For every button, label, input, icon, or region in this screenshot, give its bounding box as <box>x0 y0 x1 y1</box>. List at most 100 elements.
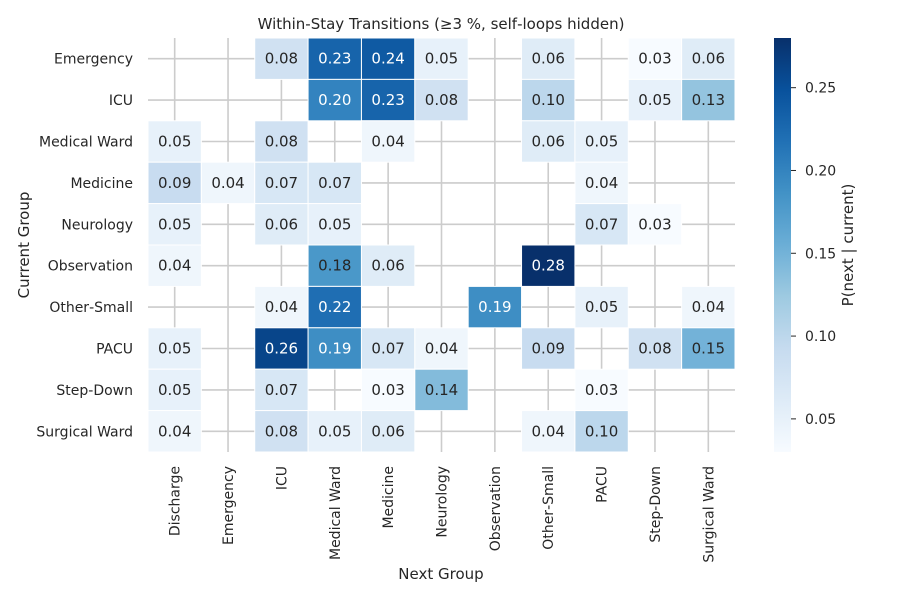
x-tick-label: ICU <box>274 466 290 490</box>
colorbar-tick-label: 0.20 <box>805 163 836 179</box>
heatmap-cell <box>254 368 309 412</box>
heatmap-cell <box>627 37 683 80</box>
colorbar-label: P(next | current) <box>839 184 857 307</box>
cell-value-label: 0.05 <box>318 215 351 233</box>
cell-value-label: 0.08 <box>265 133 298 151</box>
cell-value-label: 0.04 <box>692 298 725 316</box>
cell-value-label: 0.06 <box>692 50 725 68</box>
cell-value-label: 0.05 <box>585 298 618 316</box>
cell-value-label: 0.06 <box>532 50 565 68</box>
cell-value-label: 0.28 <box>532 257 565 275</box>
colorbar <box>774 38 791 452</box>
cell-value-label: 0.03 <box>585 381 618 399</box>
heatmap-cell <box>574 368 629 412</box>
cell-value-label: 0.04 <box>532 422 565 440</box>
y-tick-label: ICU <box>109 93 133 109</box>
x-tick-label: PACU <box>595 466 611 503</box>
y-tick-label: Step‐Down <box>56 383 133 399</box>
y-tick-label: PACU <box>96 342 133 358</box>
y-tick-label: Observation <box>48 259 133 275</box>
y-tick-label: Emergency <box>54 52 133 68</box>
cell-value-label: 0.19 <box>478 298 511 316</box>
heatmap-cell <box>627 78 683 122</box>
heatmap-cell <box>307 285 362 329</box>
cell-value-label: 0.13 <box>692 91 725 109</box>
cell-value-label: 0.23 <box>318 50 351 68</box>
cell-value-label: 0.05 <box>158 340 191 358</box>
cell-value-label: 0.03 <box>638 215 671 233</box>
cell-value-label: 0.07 <box>265 174 298 192</box>
heatmap-cell <box>574 285 629 329</box>
cell-value-label: 0.06 <box>371 257 404 275</box>
heatmap-cell <box>521 37 576 80</box>
cell-value-label: 0.05 <box>638 91 671 109</box>
heatmap-cell <box>521 120 576 163</box>
cell-value-label: 0.05 <box>585 133 618 151</box>
cell-value-label: 0.07 <box>318 174 351 192</box>
x-tick-label: Step‐Down <box>648 466 664 543</box>
cell-value-label: 0.04 <box>211 174 244 192</box>
cell-value-label: 0.03 <box>371 381 404 399</box>
heatmap-cell <box>307 161 362 205</box>
colorbar-tick-label: 0.05 <box>805 412 836 428</box>
cell-value-label: 0.09 <box>532 340 565 358</box>
cell-value-label: 0.07 <box>585 215 618 233</box>
colorbar-tick-label: 0.10 <box>805 329 836 345</box>
heatmap-cell <box>521 410 576 453</box>
x-tick-label: Observation <box>488 466 504 551</box>
cell-value-label: 0.04 <box>371 133 404 151</box>
heatmap-cell <box>414 37 469 80</box>
x-tick-label: Discharge <box>168 466 184 536</box>
heatmap-cell <box>360 120 416 163</box>
cell-value-label: 0.14 <box>425 381 458 399</box>
cell-value-label: 0.04 <box>585 174 618 192</box>
heatmap-cell <box>307 327 362 370</box>
heatmap-cell <box>574 410 629 453</box>
heatmap-cell <box>574 120 629 163</box>
colorbar-tick-label: 0.25 <box>805 81 836 97</box>
cell-value-label: 0.08 <box>265 50 298 68</box>
cell-value-label: 0.23 <box>371 91 404 109</box>
cell-value-label: 0.15 <box>692 340 725 358</box>
y-tick-label: Surgical Ward <box>36 424 133 440</box>
heatmap-cell <box>521 327 576 370</box>
cell-value-label: 0.24 <box>371 50 404 68</box>
heatmap-cell <box>521 78 576 122</box>
chart-title: Within‐Stay Transitions (≥3 %, self‐loop… <box>258 15 625 33</box>
cell-value-label: 0.05 <box>158 215 191 233</box>
cell-value-label: 0.07 <box>371 340 404 358</box>
cell-value-label: 0.19 <box>318 340 351 358</box>
cell-value-label: 0.05 <box>318 422 351 440</box>
heatmap-cell <box>360 244 416 287</box>
y-axis-label: Current Group <box>15 192 33 299</box>
cell-value-label: 0.10 <box>585 422 618 440</box>
heatmap-cell <box>681 37 736 80</box>
cell-value-label: 0.04 <box>425 340 458 358</box>
heatmap-cell <box>147 244 202 287</box>
heatmap-cell <box>574 161 629 205</box>
heatmap-cell <box>147 327 202 370</box>
heatmap-cell <box>681 285 736 329</box>
cell-value-label: 0.03 <box>638 50 671 68</box>
y-tick-label: Medical Ward <box>39 135 133 151</box>
cell-value-label: 0.06 <box>371 422 404 440</box>
heatmap-cell <box>414 327 469 370</box>
colorbar-tick-label: 0.15 <box>805 246 836 262</box>
x-tick-label: Other‐Small <box>541 466 557 550</box>
heatmap-cell <box>414 78 469 122</box>
heatmap-cell <box>681 327 736 370</box>
cell-value-label: 0.05 <box>158 381 191 399</box>
y-tick-labels: Emergency ICU Medical Ward Medicine Neurolog… <box>36 52 133 441</box>
heatmap-cell <box>360 410 416 453</box>
x-tick-label: Surgical Ward <box>701 466 717 563</box>
cell-value-label: 0.20 <box>318 91 351 109</box>
cell-value-label: 0.08 <box>638 340 671 358</box>
heatmap-cell <box>307 78 362 122</box>
cell-value-label: 0.09 <box>158 174 191 192</box>
heatmap-cell <box>467 285 523 329</box>
cell-value-label: 0.18 <box>318 257 351 275</box>
cell-value-label: 0.22 <box>318 298 351 316</box>
heatmap-cells: 0.08 0.23 0.24 0.05 0.06 0.03 0.06 0.20 0.23 0.08… <box>147 37 736 453</box>
x-tick-labels: Discharge Emergency ICU Medical Ward Medicin… <box>168 466 718 563</box>
